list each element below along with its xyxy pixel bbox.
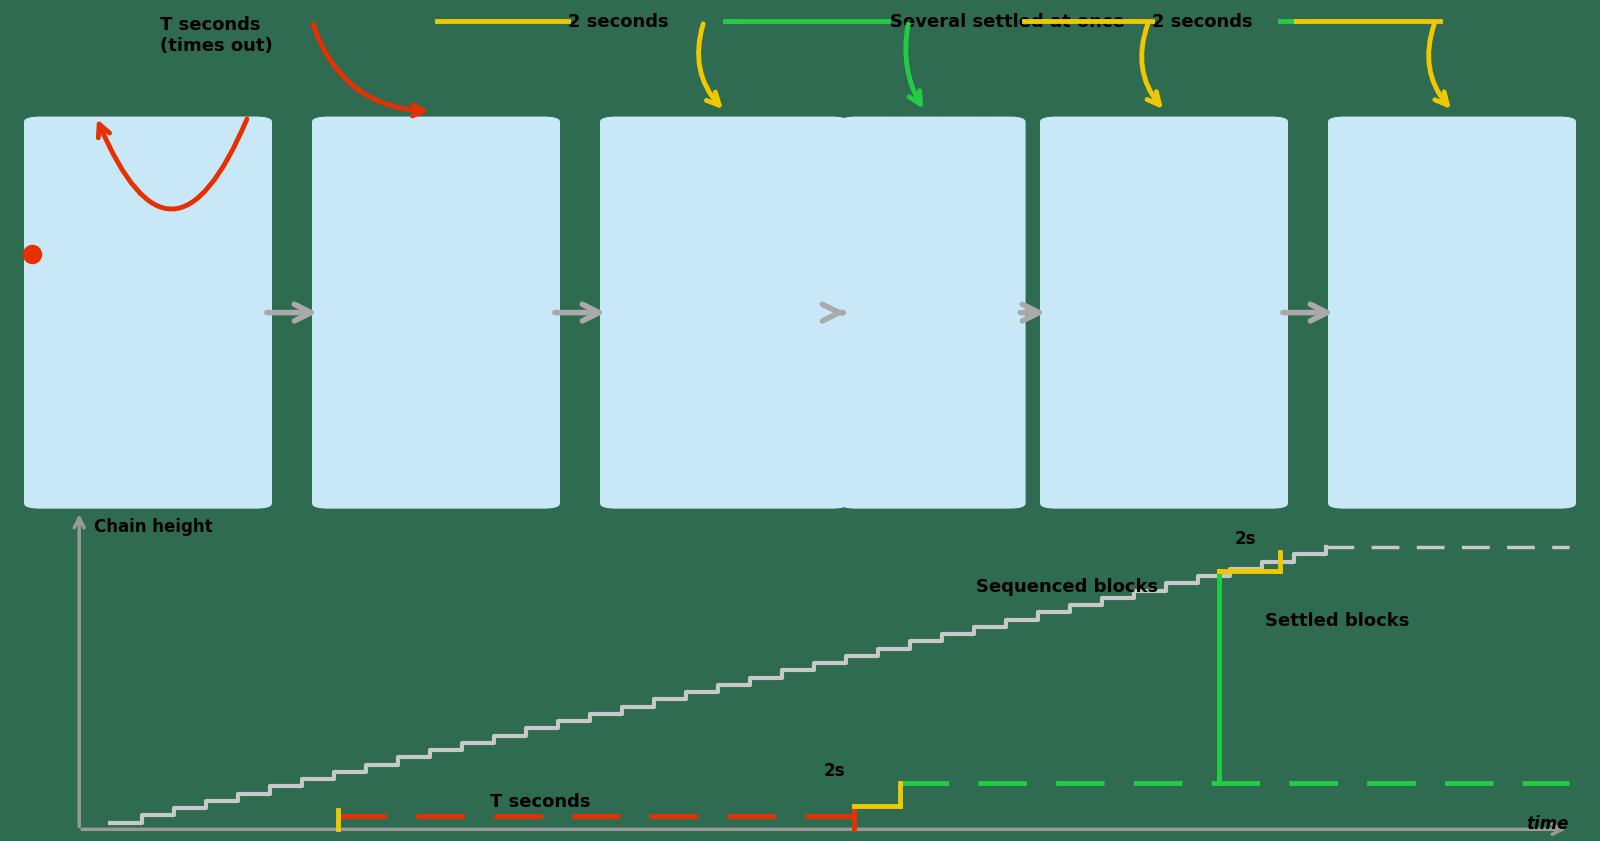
FancyBboxPatch shape xyxy=(930,117,997,509)
FancyBboxPatch shape xyxy=(1328,117,1576,509)
Text: Settled blocks: Settled blocks xyxy=(1266,612,1410,631)
Text: time: time xyxy=(1526,815,1570,833)
FancyBboxPatch shape xyxy=(840,117,907,509)
Text: Chain height: Chain height xyxy=(94,518,213,536)
FancyBboxPatch shape xyxy=(24,117,272,509)
FancyBboxPatch shape xyxy=(312,117,560,509)
FancyBboxPatch shape xyxy=(1040,117,1288,509)
Text: Sequenced blocks: Sequenced blocks xyxy=(976,579,1158,596)
FancyBboxPatch shape xyxy=(600,117,848,509)
Text: 2s: 2s xyxy=(824,762,845,780)
Text: Several settled at once: Several settled at once xyxy=(890,13,1125,31)
Text: T seconds
(times out): T seconds (times out) xyxy=(160,16,272,56)
Text: 2 seconds: 2 seconds xyxy=(1152,13,1253,31)
FancyBboxPatch shape xyxy=(885,117,952,509)
Text: 2s: 2s xyxy=(1235,531,1256,548)
Text: 2 seconds: 2 seconds xyxy=(568,13,669,31)
FancyBboxPatch shape xyxy=(974,117,1026,509)
Text: T seconds: T seconds xyxy=(490,793,590,812)
